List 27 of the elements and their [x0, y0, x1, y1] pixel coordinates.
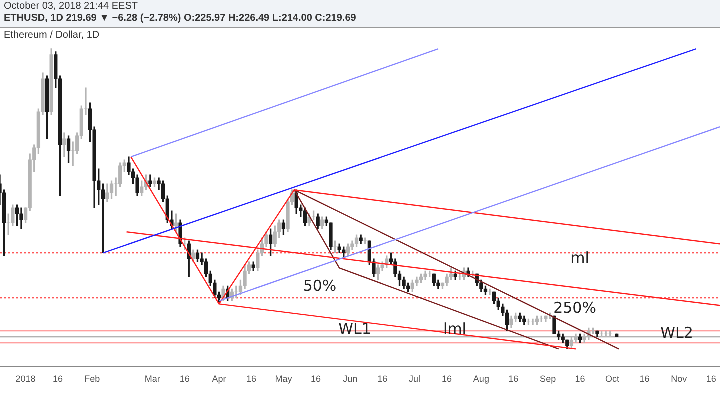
x-tick-label: 16	[246, 374, 256, 384]
chart-title: ETHUSD, 1D 219.69 ▼ −6.28 (−2.78%) O:225.97 H:226.49 L:214.00 C:219.69	[3, 13, 358, 25]
x-tick-label: 16	[442, 374, 452, 384]
x-tick-label: 16	[378, 374, 388, 384]
x-tick-label: Oct	[606, 374, 620, 384]
x-tick-label: 16	[706, 374, 716, 384]
x-tick-label: Sep	[540, 374, 556, 384]
x-tick-label: 16	[640, 374, 650, 384]
x-tick-label: 16	[310, 374, 321, 384]
x-tick-label: 16	[508, 374, 519, 384]
x-tick-label: May	[275, 374, 293, 384]
text: October 03, 2018 21:44 EEST	[3, 1, 139, 13]
annotation: 50%	[303, 276, 337, 295]
x-tick-label: Mar	[144, 374, 160, 384]
chart-subtitle: Ethereum / Dollar, 1D	[3, 30, 100, 42]
x-tick-label: Jun	[343, 374, 358, 384]
x-tick-label: 16	[575, 374, 586, 384]
x-tick-label: 2018	[16, 374, 36, 384]
x-tick-label: Aug	[473, 374, 490, 384]
x-tick-label: Nov	[671, 374, 688, 384]
x-tick-label: Jul	[409, 374, 421, 384]
annotation: ml	[570, 248, 590, 267]
x-tick-label: 16	[180, 374, 190, 384]
x-tick-label: Apr	[212, 374, 226, 384]
annotation: 250%	[554, 298, 596, 317]
x-tick-label: Feb	[84, 374, 100, 384]
x-tick-label: 16	[53, 374, 64, 384]
